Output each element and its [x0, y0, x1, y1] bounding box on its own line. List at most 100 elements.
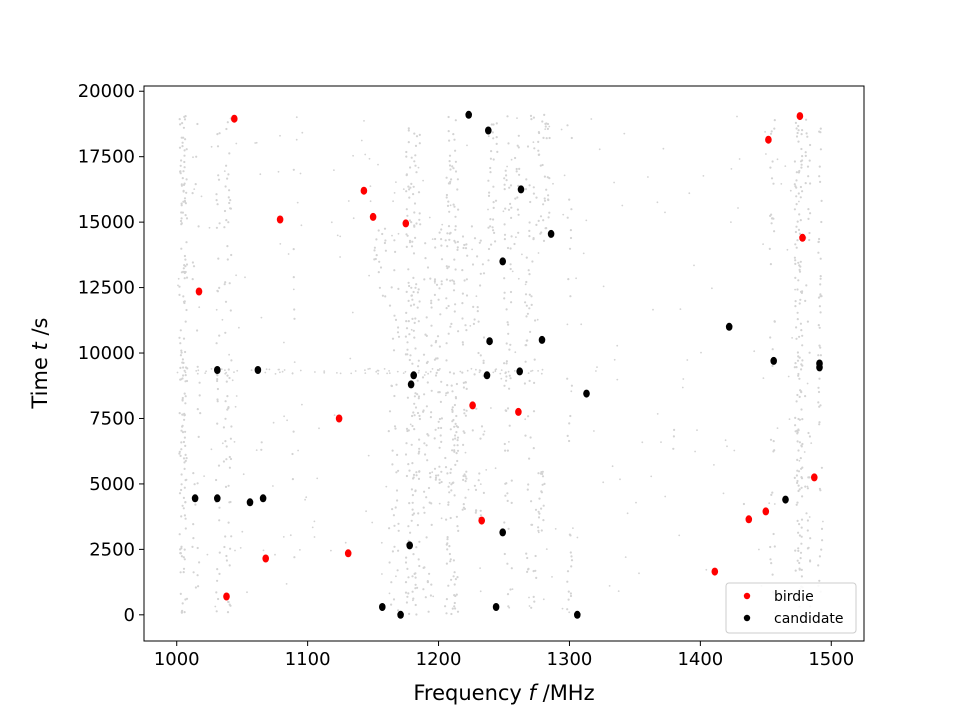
background-dot	[487, 179, 490, 182]
background-dot	[504, 449, 507, 452]
background-dot	[462, 503, 465, 506]
background-dot	[801, 359, 804, 362]
background-dot	[183, 166, 186, 169]
background-dot	[566, 570, 570, 573]
background-dot	[799, 185, 803, 189]
background-dot	[713, 464, 715, 466]
background-dot	[182, 440, 185, 444]
background-dot	[494, 199, 498, 202]
background-dot	[413, 132, 416, 135]
background-dot	[180, 545, 183, 548]
background-dot	[434, 374, 438, 377]
background-dot	[454, 396, 457, 399]
background-dot	[192, 537, 195, 540]
background-dot	[796, 479, 799, 483]
background-dot	[445, 342, 448, 345]
background-dot	[418, 369, 420, 372]
background-dot	[449, 516, 452, 520]
background-dot	[438, 417, 441, 421]
background-dot	[198, 394, 201, 397]
background-dot	[429, 277, 432, 280]
background-dot	[463, 279, 466, 282]
background-dot	[525, 552, 528, 555]
background-dot	[797, 489, 800, 493]
background-dot	[490, 150, 493, 153]
background-dot	[414, 154, 417, 157]
background-dot	[192, 571, 195, 574]
background-dot	[515, 170, 518, 173]
background-dot	[545, 137, 548, 140]
background-dot	[215, 610, 218, 613]
background-dot	[225, 559, 228, 562]
background-dot	[385, 485, 388, 488]
background-dot	[414, 603, 417, 607]
background-dot	[800, 163, 803, 166]
background-dot	[182, 189, 185, 192]
background-dot	[598, 148, 601, 151]
background-dot	[224, 440, 227, 443]
background-dot	[421, 376, 425, 379]
background-dot	[224, 300, 228, 303]
candidate-point	[397, 610, 404, 619]
background-dot	[510, 301, 513, 304]
background-dot	[738, 158, 741, 160]
background-dot	[509, 184, 513, 187]
background-dot	[475, 509, 478, 512]
background-dot	[818, 165, 821, 168]
background-dot	[537, 219, 540, 222]
background-dot	[185, 276, 189, 279]
background-dot	[407, 127, 410, 130]
background-dot	[349, 357, 352, 360]
background-dot	[530, 303, 533, 306]
background-dot	[192, 156, 194, 159]
background-dot	[794, 569, 797, 572]
background-dot	[818, 175, 821, 178]
background-dot	[408, 469, 411, 472]
background-dot	[411, 513, 414, 517]
background-dot	[800, 133, 803, 136]
background-dot	[532, 141, 535, 144]
background-dot	[301, 403, 303, 406]
background-dot	[503, 521, 506, 524]
background-dot	[463, 408, 466, 411]
background-dot	[800, 444, 803, 447]
background-dot	[373, 246, 376, 249]
background-dot	[762, 243, 764, 246]
background-dot	[492, 137, 495, 140]
background-dot	[566, 580, 569, 583]
background-dot	[411, 240, 414, 243]
background-dot	[198, 381, 201, 384]
background-dot	[180, 488, 183, 492]
background-dot	[448, 552, 451, 556]
background-dot	[480, 425, 484, 428]
background-dot	[182, 496, 185, 499]
background-dot	[516, 117, 518, 119]
background-dot	[795, 503, 798, 506]
background-dot	[180, 349, 183, 352]
background-dot	[776, 158, 779, 161]
background-dot	[408, 241, 412, 244]
background-dot	[448, 491, 451, 494]
background-dot	[449, 471, 452, 474]
background-dot	[417, 191, 421, 194]
background-dot	[405, 474, 408, 478]
background-dot	[404, 561, 408, 564]
background-dot	[417, 166, 420, 169]
background-dot	[528, 596, 530, 599]
background-dot	[806, 519, 810, 522]
background-dot	[445, 307, 448, 310]
background-dot	[224, 331, 227, 334]
background-dot	[282, 536, 285, 538]
background-dot	[770, 562, 773, 565]
background-dot	[796, 239, 799, 242]
background-dot	[226, 177, 229, 180]
background-dot	[531, 369, 534, 372]
background-dot	[474, 511, 477, 514]
background-dot	[819, 257, 822, 260]
background-dot	[621, 204, 624, 207]
background-dot	[580, 323, 583, 326]
background-dot	[409, 531, 412, 534]
y-tick-label: 5000	[89, 474, 135, 495]
background-dot	[504, 482, 507, 485]
